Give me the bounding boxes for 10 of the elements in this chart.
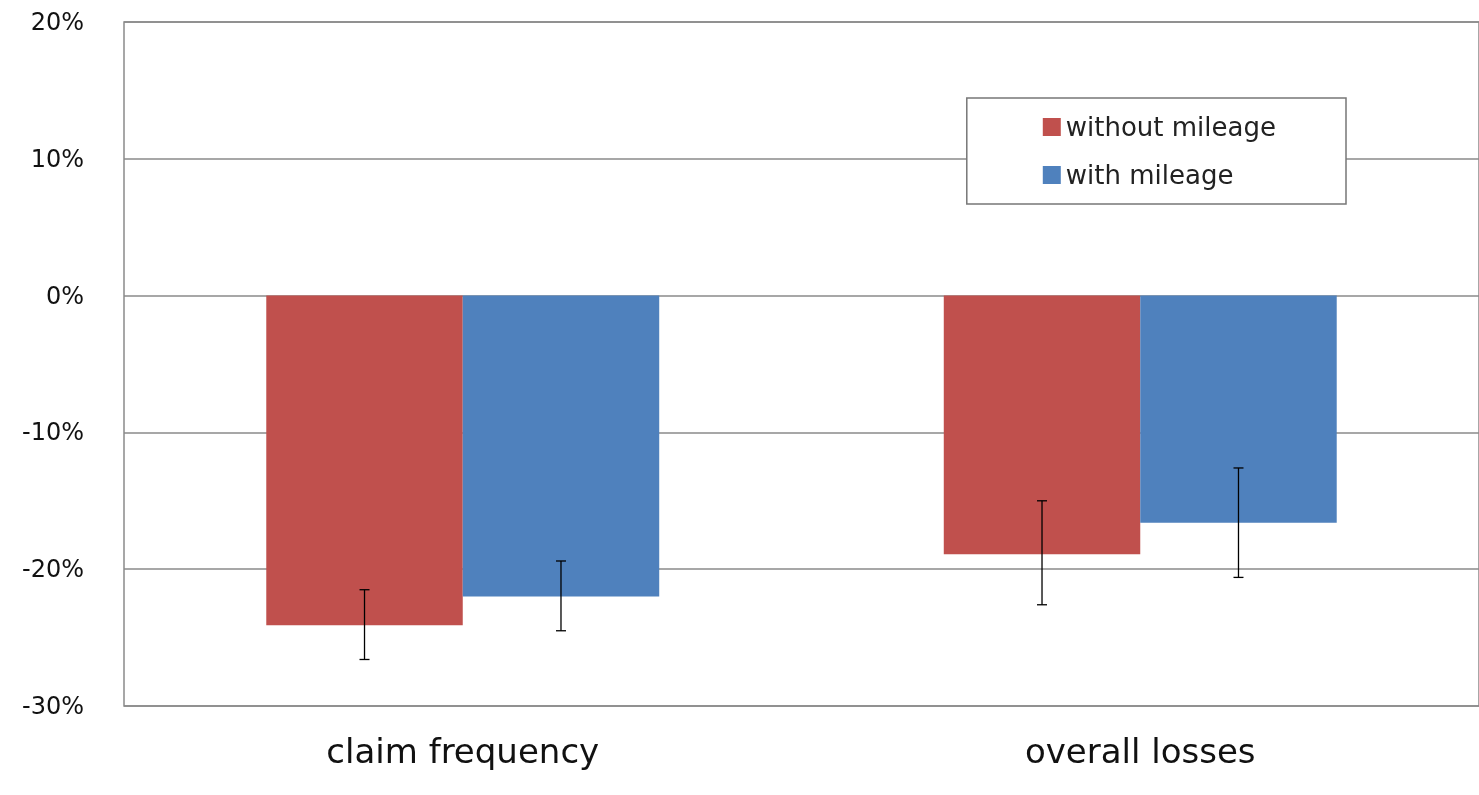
y-tick-label: 0% xyxy=(45,281,84,310)
y-tick-label: -30% xyxy=(21,692,84,720)
x-tick-label: claim frequency xyxy=(326,731,600,771)
y-tick-label: -10% xyxy=(21,418,84,447)
y-tick-label: 10% xyxy=(30,144,84,173)
y-tick-label: 20% xyxy=(30,8,84,36)
y-tick-label: -20% xyxy=(21,555,84,584)
x-tick-label: overall losses xyxy=(1024,731,1256,771)
legend-label: without mileage xyxy=(1065,112,1277,142)
legend-label: with mileage xyxy=(1065,160,1234,190)
